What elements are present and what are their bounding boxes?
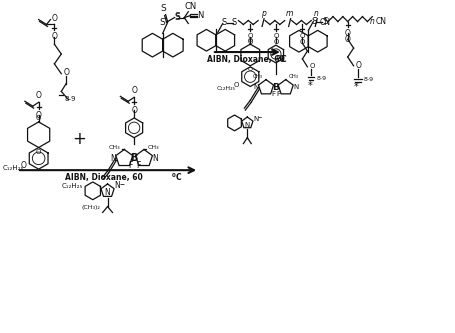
Text: CH₃: CH₃ — [108, 145, 120, 150]
Text: –: – — [119, 179, 124, 189]
Text: C: C — [280, 55, 286, 64]
Text: CN: CN — [184, 2, 196, 11]
Text: 8-9: 8-9 — [315, 76, 326, 81]
Text: O: O — [344, 35, 350, 44]
Text: 0: 0 — [276, 55, 280, 60]
Text: O: O — [247, 33, 253, 39]
Text: 8-9: 8-9 — [64, 96, 76, 102]
Text: CH₃: CH₃ — [288, 74, 298, 79]
Text: O: O — [51, 14, 57, 23]
Text: B: B — [272, 83, 279, 92]
Text: O: O — [131, 86, 137, 95]
Text: N: N — [111, 154, 116, 163]
Text: CN: CN — [318, 18, 329, 27]
Text: O: O — [247, 67, 252, 72]
Text: O: O — [51, 32, 57, 41]
Text: N: N — [253, 85, 258, 91]
Text: *: * — [307, 82, 312, 92]
Text: CH₃: CH₃ — [147, 145, 159, 150]
Text: N: N — [197, 11, 203, 20]
Text: O: O — [233, 82, 239, 88]
Text: C₁₂H₂₅: C₁₂H₂₅ — [61, 183, 83, 189]
Text: F: F — [276, 91, 280, 97]
Text: N: N — [244, 122, 249, 128]
Text: N: N — [152, 154, 157, 163]
Text: S: S — [160, 18, 165, 27]
Text: CN: CN — [374, 17, 385, 26]
Text: O: O — [35, 111, 41, 120]
Text: O: O — [344, 29, 350, 38]
Text: n: n — [369, 17, 374, 26]
Text: O: O — [299, 39, 304, 45]
Text: AIBN, Dioxane, 60: AIBN, Dioxane, 60 — [207, 55, 287, 64]
Text: –: – — [257, 114, 261, 123]
Text: *: * — [354, 83, 358, 93]
Text: +: + — [72, 130, 86, 148]
Text: N: N — [253, 116, 258, 122]
Text: O: O — [308, 63, 314, 69]
Text: F: F — [136, 161, 140, 170]
Text: B: B — [130, 154, 137, 164]
Text: S: S — [221, 18, 227, 27]
Text: O: O — [36, 115, 41, 121]
Text: (CH₃)₂: (CH₃)₂ — [81, 204, 100, 209]
Text: O: O — [299, 33, 304, 39]
Text: O: O — [35, 91, 41, 100]
Text: N: N — [293, 85, 298, 91]
Text: S: S — [231, 18, 236, 27]
Text: F: F — [270, 91, 274, 97]
Text: S: S — [174, 12, 180, 21]
Text: C: C — [175, 173, 181, 182]
Text: O: O — [63, 68, 69, 77]
Text: O: O — [36, 149, 41, 155]
Text: m: m — [285, 9, 293, 18]
Text: O: O — [355, 61, 361, 70]
Text: AIBN, Dioxane, 60: AIBN, Dioxane, 60 — [65, 173, 146, 182]
Text: C₁₂H₂₅: C₁₂H₂₅ — [2, 165, 24, 171]
Text: N: N — [114, 181, 120, 190]
Text: F: F — [128, 161, 132, 170]
Text: O: O — [273, 39, 278, 45]
Text: O: O — [247, 38, 252, 43]
Text: p: p — [260, 9, 265, 18]
Text: S: S — [311, 17, 316, 26]
Text: C₁₂H₂₅: C₁₂H₂₅ — [216, 86, 235, 91]
Text: S: S — [321, 17, 327, 26]
Text: O: O — [131, 106, 137, 115]
Text: O: O — [247, 39, 253, 45]
Text: 0: 0 — [171, 173, 175, 178]
Text: N: N — [105, 188, 110, 197]
Text: O: O — [21, 161, 27, 170]
Text: CH₃: CH₃ — [253, 74, 263, 79]
Text: O: O — [273, 33, 278, 39]
Text: n: n — [313, 9, 318, 18]
Text: S: S — [161, 4, 166, 13]
Text: 8-9: 8-9 — [363, 77, 373, 82]
Text: S: S — [174, 13, 180, 22]
